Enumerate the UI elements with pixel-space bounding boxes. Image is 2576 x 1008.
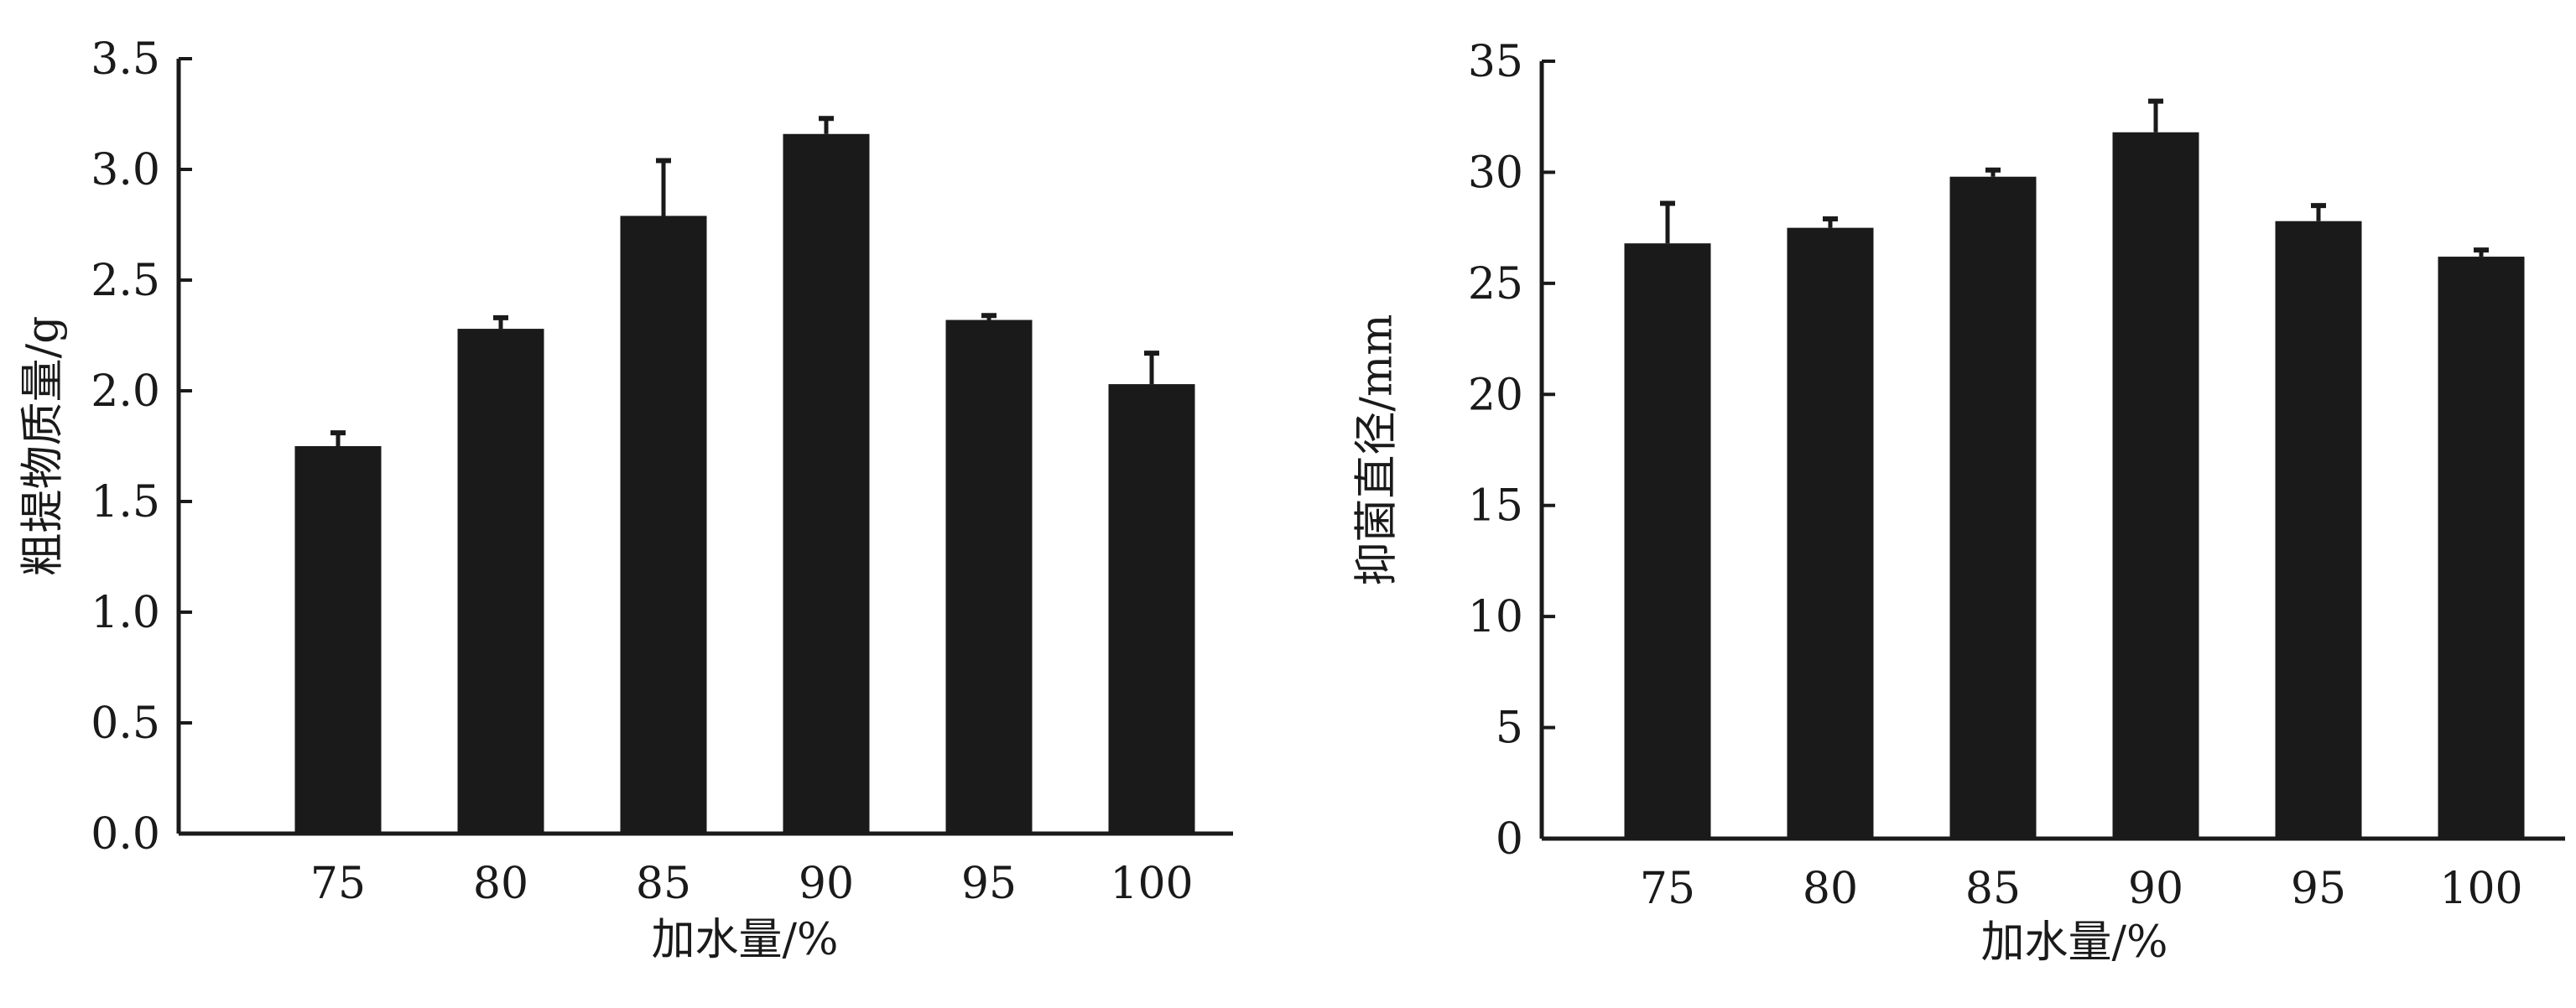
x-tick-label: 90 bbox=[799, 859, 854, 909]
y-tick-label: 3.5 bbox=[91, 34, 160, 85]
x-tick-label: 95 bbox=[2291, 864, 2346, 914]
error-bars bbox=[330, 116, 1159, 446]
x-tick-label: 100 bbox=[1110, 859, 1193, 909]
y-ticks: 0 5 10 15 20 25 30 35 bbox=[1468, 37, 1555, 865]
y-tick-label: 2.5 bbox=[91, 256, 160, 306]
x-axis-title: 加水量/% bbox=[652, 915, 839, 965]
y-tick-label: 0 bbox=[1496, 814, 1523, 865]
y-tick-label: 2.0 bbox=[91, 366, 160, 417]
y-axis-title: 粗提物质量/g bbox=[18, 316, 69, 577]
error-bars bbox=[1660, 98, 2489, 257]
bar-80 bbox=[457, 329, 544, 834]
y-tick-label: 35 bbox=[1468, 37, 1523, 87]
bar-80 bbox=[1787, 227, 1874, 839]
y-tick-label: 3.0 bbox=[91, 145, 160, 195]
bar-85 bbox=[620, 216, 707, 834]
x-tick-label: 100 bbox=[2439, 864, 2522, 914]
y-tick-label: 0.5 bbox=[91, 699, 160, 749]
chart-inhibition-diameter: 0 5 10 15 20 25 30 35 75 80 85 90 95 100 加水量/% 抑菌直径/… bbox=[1352, 37, 2565, 968]
y-tick-label: 1.5 bbox=[91, 477, 160, 527]
bar-75 bbox=[294, 446, 382, 834]
y-tick-label: 30 bbox=[1468, 148, 1523, 198]
y-tick-label: 15 bbox=[1468, 481, 1523, 532]
x-tick-label: 75 bbox=[1640, 864, 1695, 914]
x-tick-label: 85 bbox=[1965, 864, 2021, 914]
x-axis-title: 加水量/% bbox=[1981, 917, 2168, 968]
chart-crude-extract-mass: 0.0 0.5 1.0 1.5 2.0 2.5 3.0 3.5 75 80 85 90 95 100 加… bbox=[18, 34, 1233, 965]
bars bbox=[1624, 132, 2525, 839]
bar-90 bbox=[2112, 132, 2199, 839]
y-tick-label: 20 bbox=[1468, 370, 1523, 420]
y-ticks: 0.0 0.5 1.0 1.5 2.0 2.5 3.0 3.5 bbox=[91, 34, 192, 860]
y-tick-label: 0.0 bbox=[91, 809, 160, 860]
y-axis-title: 抑菌直径/mm bbox=[1352, 314, 1402, 585]
bars bbox=[294, 133, 1195, 834]
x-tick-label: 75 bbox=[310, 859, 366, 909]
y-tick-label: 5 bbox=[1496, 704, 1523, 754]
x-tick-label: 80 bbox=[473, 859, 528, 909]
y-tick-label: 10 bbox=[1468, 592, 1523, 642]
bar-95 bbox=[2275, 221, 2362, 839]
x-tick-label: 85 bbox=[636, 859, 691, 909]
bar-85 bbox=[1949, 176, 2037, 839]
y-tick-label: 1.0 bbox=[91, 588, 160, 638]
x-tick-label: 80 bbox=[1803, 864, 1858, 914]
bar-100 bbox=[2438, 257, 2525, 839]
y-tick-label: 25 bbox=[1468, 259, 1523, 309]
x-tick-label: 95 bbox=[961, 859, 1017, 909]
bar-95 bbox=[945, 320, 1033, 834]
bar-100 bbox=[1108, 384, 1195, 834]
x-ticks: 75 80 85 90 95 100 bbox=[310, 859, 1194, 909]
x-tick-label: 90 bbox=[2128, 864, 2183, 914]
x-ticks: 75 80 85 90 95 100 bbox=[1640, 864, 2523, 914]
bar-90 bbox=[783, 133, 870, 834]
bar-75 bbox=[1624, 243, 1711, 839]
